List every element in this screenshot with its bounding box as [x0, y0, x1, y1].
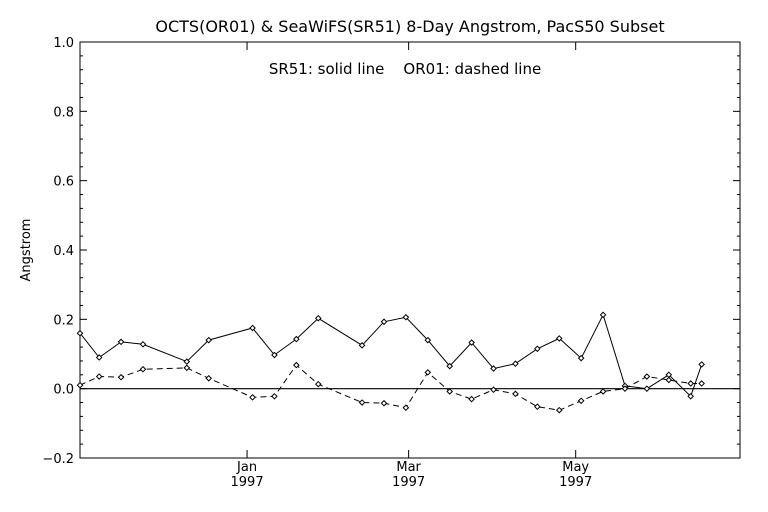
data-point-or01: [380, 399, 388, 407]
y-tick-label: 0.6: [53, 175, 74, 190]
data-point-or01: [490, 386, 497, 394]
data-point-or01: [271, 392, 278, 400]
y-tick-label: 1.0: [53, 36, 74, 51]
data-point-sr51: [358, 342, 366, 349]
data-point-or01: [512, 390, 519, 398]
y-axis-label: Angstrom: [19, 219, 34, 282]
chart-title: OCTS(OR01) & SeaWiFS(SR51) 8-Day Angstro…: [155, 17, 664, 36]
data-point-or01: [698, 380, 705, 387]
data-point-or01: [446, 388, 454, 395]
data-point-sr51: [249, 324, 256, 332]
x-tick-year: 1997: [559, 475, 592, 490]
data-point-sr51: [490, 365, 497, 372]
y-tick-label: −0.2: [42, 452, 74, 467]
series-style-annotation: SR51: solid line OR01: dashed line: [269, 60, 541, 78]
data-point-sr51: [314, 314, 322, 322]
data-point-sr51: [446, 362, 454, 370]
x-tick-month: May: [562, 460, 589, 475]
data-point-sr51: [139, 340, 147, 348]
data-point-sr51: [599, 311, 607, 319]
data-point-or01: [249, 394, 256, 401]
data-point-or01: [577, 397, 585, 405]
data-point-sr51: [698, 361, 705, 368]
data-point-sr51: [76, 329, 84, 337]
series-line-sr51: [79, 313, 703, 398]
data-point-sr51: [424, 336, 432, 344]
data-point-sr51: [205, 336, 213, 344]
data-point-or01: [468, 395, 475, 403]
data-point-or01: [95, 373, 103, 380]
data-point-or01: [643, 373, 651, 380]
data-point-or01: [534, 403, 541, 411]
data-point-or01: [358, 399, 366, 406]
data-point-sr51: [687, 392, 695, 400]
data-point-sr51: [95, 354, 103, 361]
data-point-or01: [402, 404, 410, 412]
data-point-or01: [76, 381, 84, 389]
data-point-sr51: [534, 345, 541, 353]
y-tick-label: 0.4: [53, 244, 74, 259]
x-tick-month: Jan: [236, 460, 257, 475]
data-point-or01: [665, 376, 673, 384]
data-point-or01: [205, 374, 213, 382]
data-point-sr51: [402, 313, 410, 321]
x-tick-year: 1997: [231, 475, 264, 490]
x-tick-year: 1997: [392, 475, 425, 490]
data-point-sr51: [512, 360, 519, 368]
plot-layer: −0.20.00.20.40.60.81.0Jan1997Mar1997May1…: [42, 36, 740, 490]
plot-frame: [79, 41, 741, 459]
data-point-or01: [555, 406, 563, 414]
data-point-sr51: [380, 318, 388, 326]
data-point-sr51: [468, 339, 475, 346]
data-point-or01: [293, 361, 300, 369]
data-point-or01: [599, 388, 607, 395]
x-tick-month: Mar: [396, 460, 421, 475]
y-tick-label: 0.2: [53, 313, 74, 328]
data-point-or01: [117, 373, 125, 381]
data-point-or01: [687, 380, 695, 387]
data-point-sr51: [293, 335, 300, 343]
data-point-or01: [621, 385, 629, 392]
data-point-sr51: [271, 351, 278, 359]
data-point-or01: [314, 380, 322, 388]
data-point-sr51: [577, 354, 585, 362]
y-tick-label: 0.0: [53, 383, 74, 398]
data-point-or01: [183, 364, 191, 372]
series-line-or01: [79, 364, 702, 411]
data-point-sr51: [643, 385, 651, 392]
data-point-sr51: [555, 335, 563, 342]
data-point-or01: [424, 369, 432, 376]
data-point-sr51: [183, 358, 191, 365]
data-point-or01: [139, 365, 147, 373]
y-tick-label: 0.8: [53, 105, 74, 120]
data-point-sr51: [117, 338, 125, 346]
